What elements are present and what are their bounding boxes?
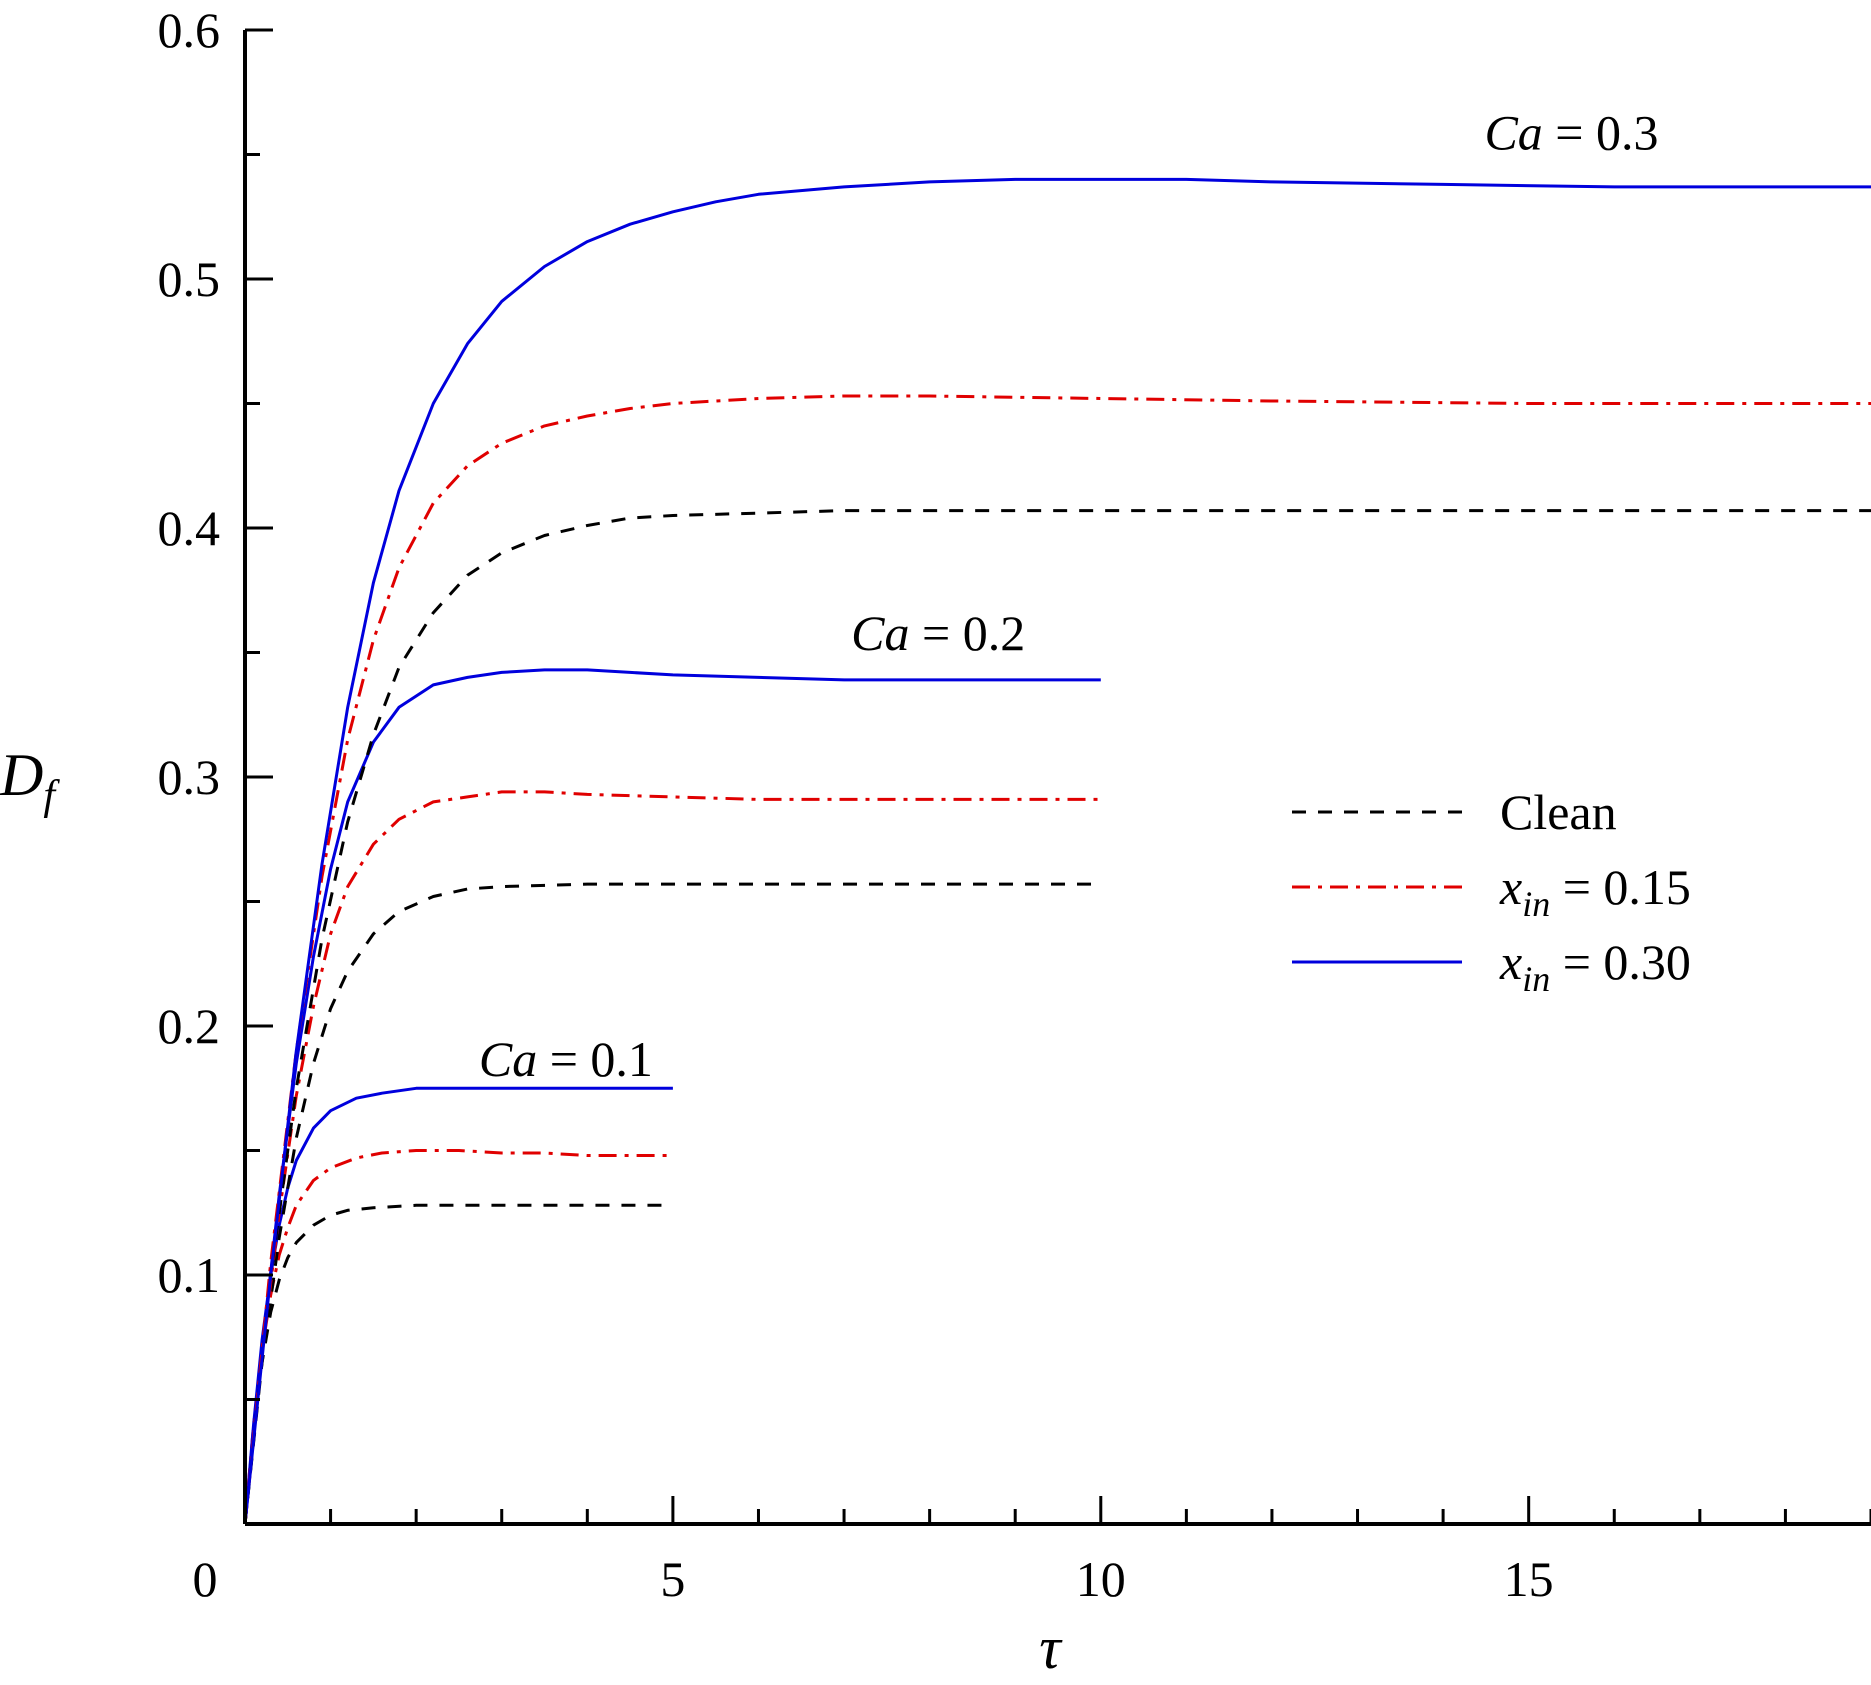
series-line-x015-5 — [243, 790, 1101, 1525]
annotation-value: = 0.1 — [537, 1031, 653, 1087]
x-tick-label: 5 — [660, 1551, 685, 1607]
annotation-label: Ca = 0.1 — [479, 1031, 653, 1087]
series-line-clean-4 — [243, 882, 1101, 1525]
legend-text: Clean — [1500, 784, 1617, 840]
annotation-var: Ca — [479, 1031, 537, 1087]
y-tick-label: 0.2 — [158, 998, 221, 1054]
legend-label-x030: xin = 0.30 — [1499, 934, 1691, 999]
series-line-x030-9 — [243, 177, 1871, 1525]
y-tick-label: 0.6 — [158, 2, 221, 58]
y-axis-label: Df — [0, 742, 60, 819]
x-tick-label: 10 — [1076, 1551, 1126, 1607]
axes — [243, 30, 1871, 1526]
series-line-x030-6 — [243, 668, 1101, 1525]
series-line-clean-7 — [243, 509, 1871, 1525]
y-axis-label-sub: f — [43, 773, 60, 819]
x-tick-label: 15 — [1504, 1551, 1554, 1607]
legend-value: = 0.15 — [1550, 859, 1691, 915]
axis-labels: τ Df — [0, 742, 1063, 1681]
annotations: Ca = 0.1Ca = 0.2Ca = 0.3 — [479, 105, 1659, 1087]
series-line-x030-3 — [243, 1086, 673, 1525]
y-tick-label: 0.4 — [158, 500, 221, 556]
ticks: 0 5 10 15 0.1 0.2 0.3 0.4 0.5 0.6 — [158, 2, 1871, 1607]
annotation-label: Ca = 0.2 — [851, 605, 1025, 661]
annotation-var: Ca — [1484, 105, 1542, 161]
annotation-label: Ca = 0.3 — [1484, 105, 1658, 161]
y-tick-label: 0.3 — [158, 749, 221, 805]
legend-label-clean: Clean — [1500, 784, 1617, 840]
x-tick-label: 0 — [193, 1551, 218, 1607]
x-axis-label: τ — [1039, 1615, 1063, 1681]
legend-sub: in — [1522, 884, 1550, 924]
legend-sub: in — [1522, 959, 1550, 999]
y-tick-label: 0.1 — [158, 1247, 221, 1303]
legend-value: = 0.30 — [1550, 934, 1691, 990]
series-line-clean-1 — [243, 1203, 673, 1525]
plot-area — [243, 177, 1871, 1525]
y-tick-label: 0.5 — [158, 251, 221, 307]
annotation-value: = 0.3 — [1543, 105, 1659, 161]
legend-var: x — [1499, 934, 1522, 990]
annotation-value: = 0.2 — [910, 605, 1026, 661]
y-axis-label-main: D — [0, 742, 43, 808]
legend-var: x — [1499, 859, 1522, 915]
annotation-var: Ca — [851, 605, 909, 661]
legend-label-x015: xin = 0.15 — [1499, 859, 1691, 924]
